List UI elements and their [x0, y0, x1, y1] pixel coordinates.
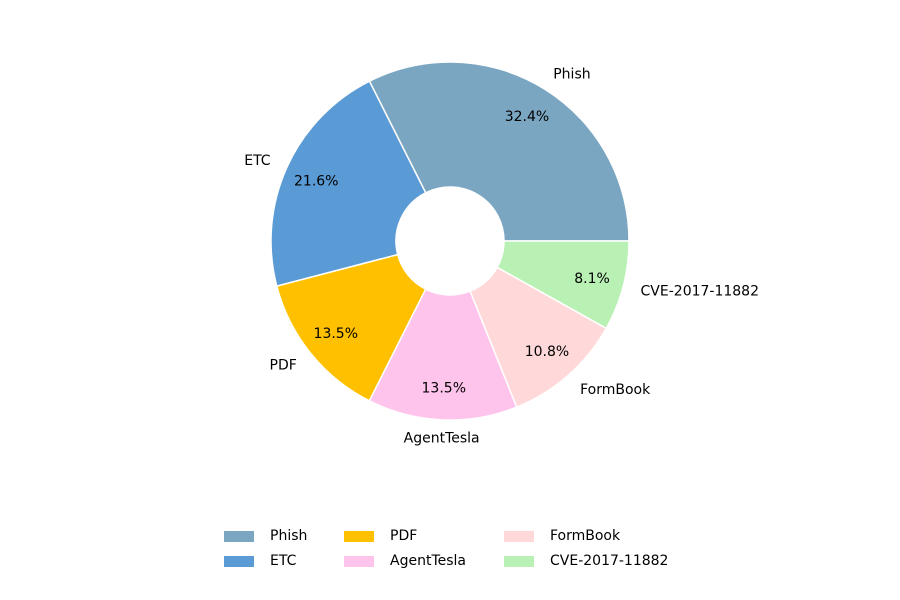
slice-formbook	[469, 266, 608, 409]
legend-item: FormBook	[504, 526, 684, 546]
slice-pdf	[275, 253, 427, 402]
legend-label: PDF	[390, 528, 418, 544]
legend-swatch	[344, 530, 374, 542]
slice-label: ETC	[244, 153, 271, 169]
legend: Phish PDF FormBook ETC AgentTesla CVE-2017-11…	[224, 526, 684, 571]
slice-label: PDF	[270, 358, 297, 374]
legend-swatch	[224, 555, 254, 567]
donut-chart: Phish 32.4% ETC 21.6% PDF 13.5% AgentTesla 13.5…	[244, 61, 759, 447]
legend-label: CVE-2017-11882	[550, 553, 669, 569]
legend-swatch	[224, 530, 254, 542]
pct-label: 10.8%	[525, 344, 569, 360]
legend-item: PDF	[344, 526, 504, 546]
legend-item: AgentTesla	[344, 551, 504, 571]
slice-agenttesla	[368, 288, 518, 421]
legend-label: Phish	[270, 528, 308, 544]
slice-phish	[368, 61, 630, 242]
slice-label: FormBook	[580, 382, 651, 398]
pct-label: 13.5%	[422, 381, 466, 397]
slice-label: Phish	[553, 66, 590, 82]
legend-label: AgentTesla	[390, 553, 466, 569]
slice-label: AgentTesla	[404, 431, 480, 447]
pct-label: 21.6%	[294, 174, 338, 190]
pct-label: 13.5%	[314, 326, 358, 342]
legend-item: CVE-2017-11882	[504, 551, 684, 571]
legend-swatch	[504, 530, 534, 542]
legend-label: ETC	[270, 553, 297, 569]
slice-etc	[270, 80, 427, 288]
legend-item: Phish	[224, 526, 344, 546]
slice-cve-2017-11882	[496, 240, 630, 330]
pct-label: 32.4%	[505, 109, 549, 125]
pct-label: 8.1%	[574, 271, 610, 287]
legend-item: ETC	[224, 551, 344, 571]
slice-label: CVE-2017-11882	[641, 284, 759, 300]
legend-swatch	[504, 555, 534, 567]
legend-swatch	[344, 555, 374, 567]
legend-label: FormBook	[550, 528, 621, 544]
